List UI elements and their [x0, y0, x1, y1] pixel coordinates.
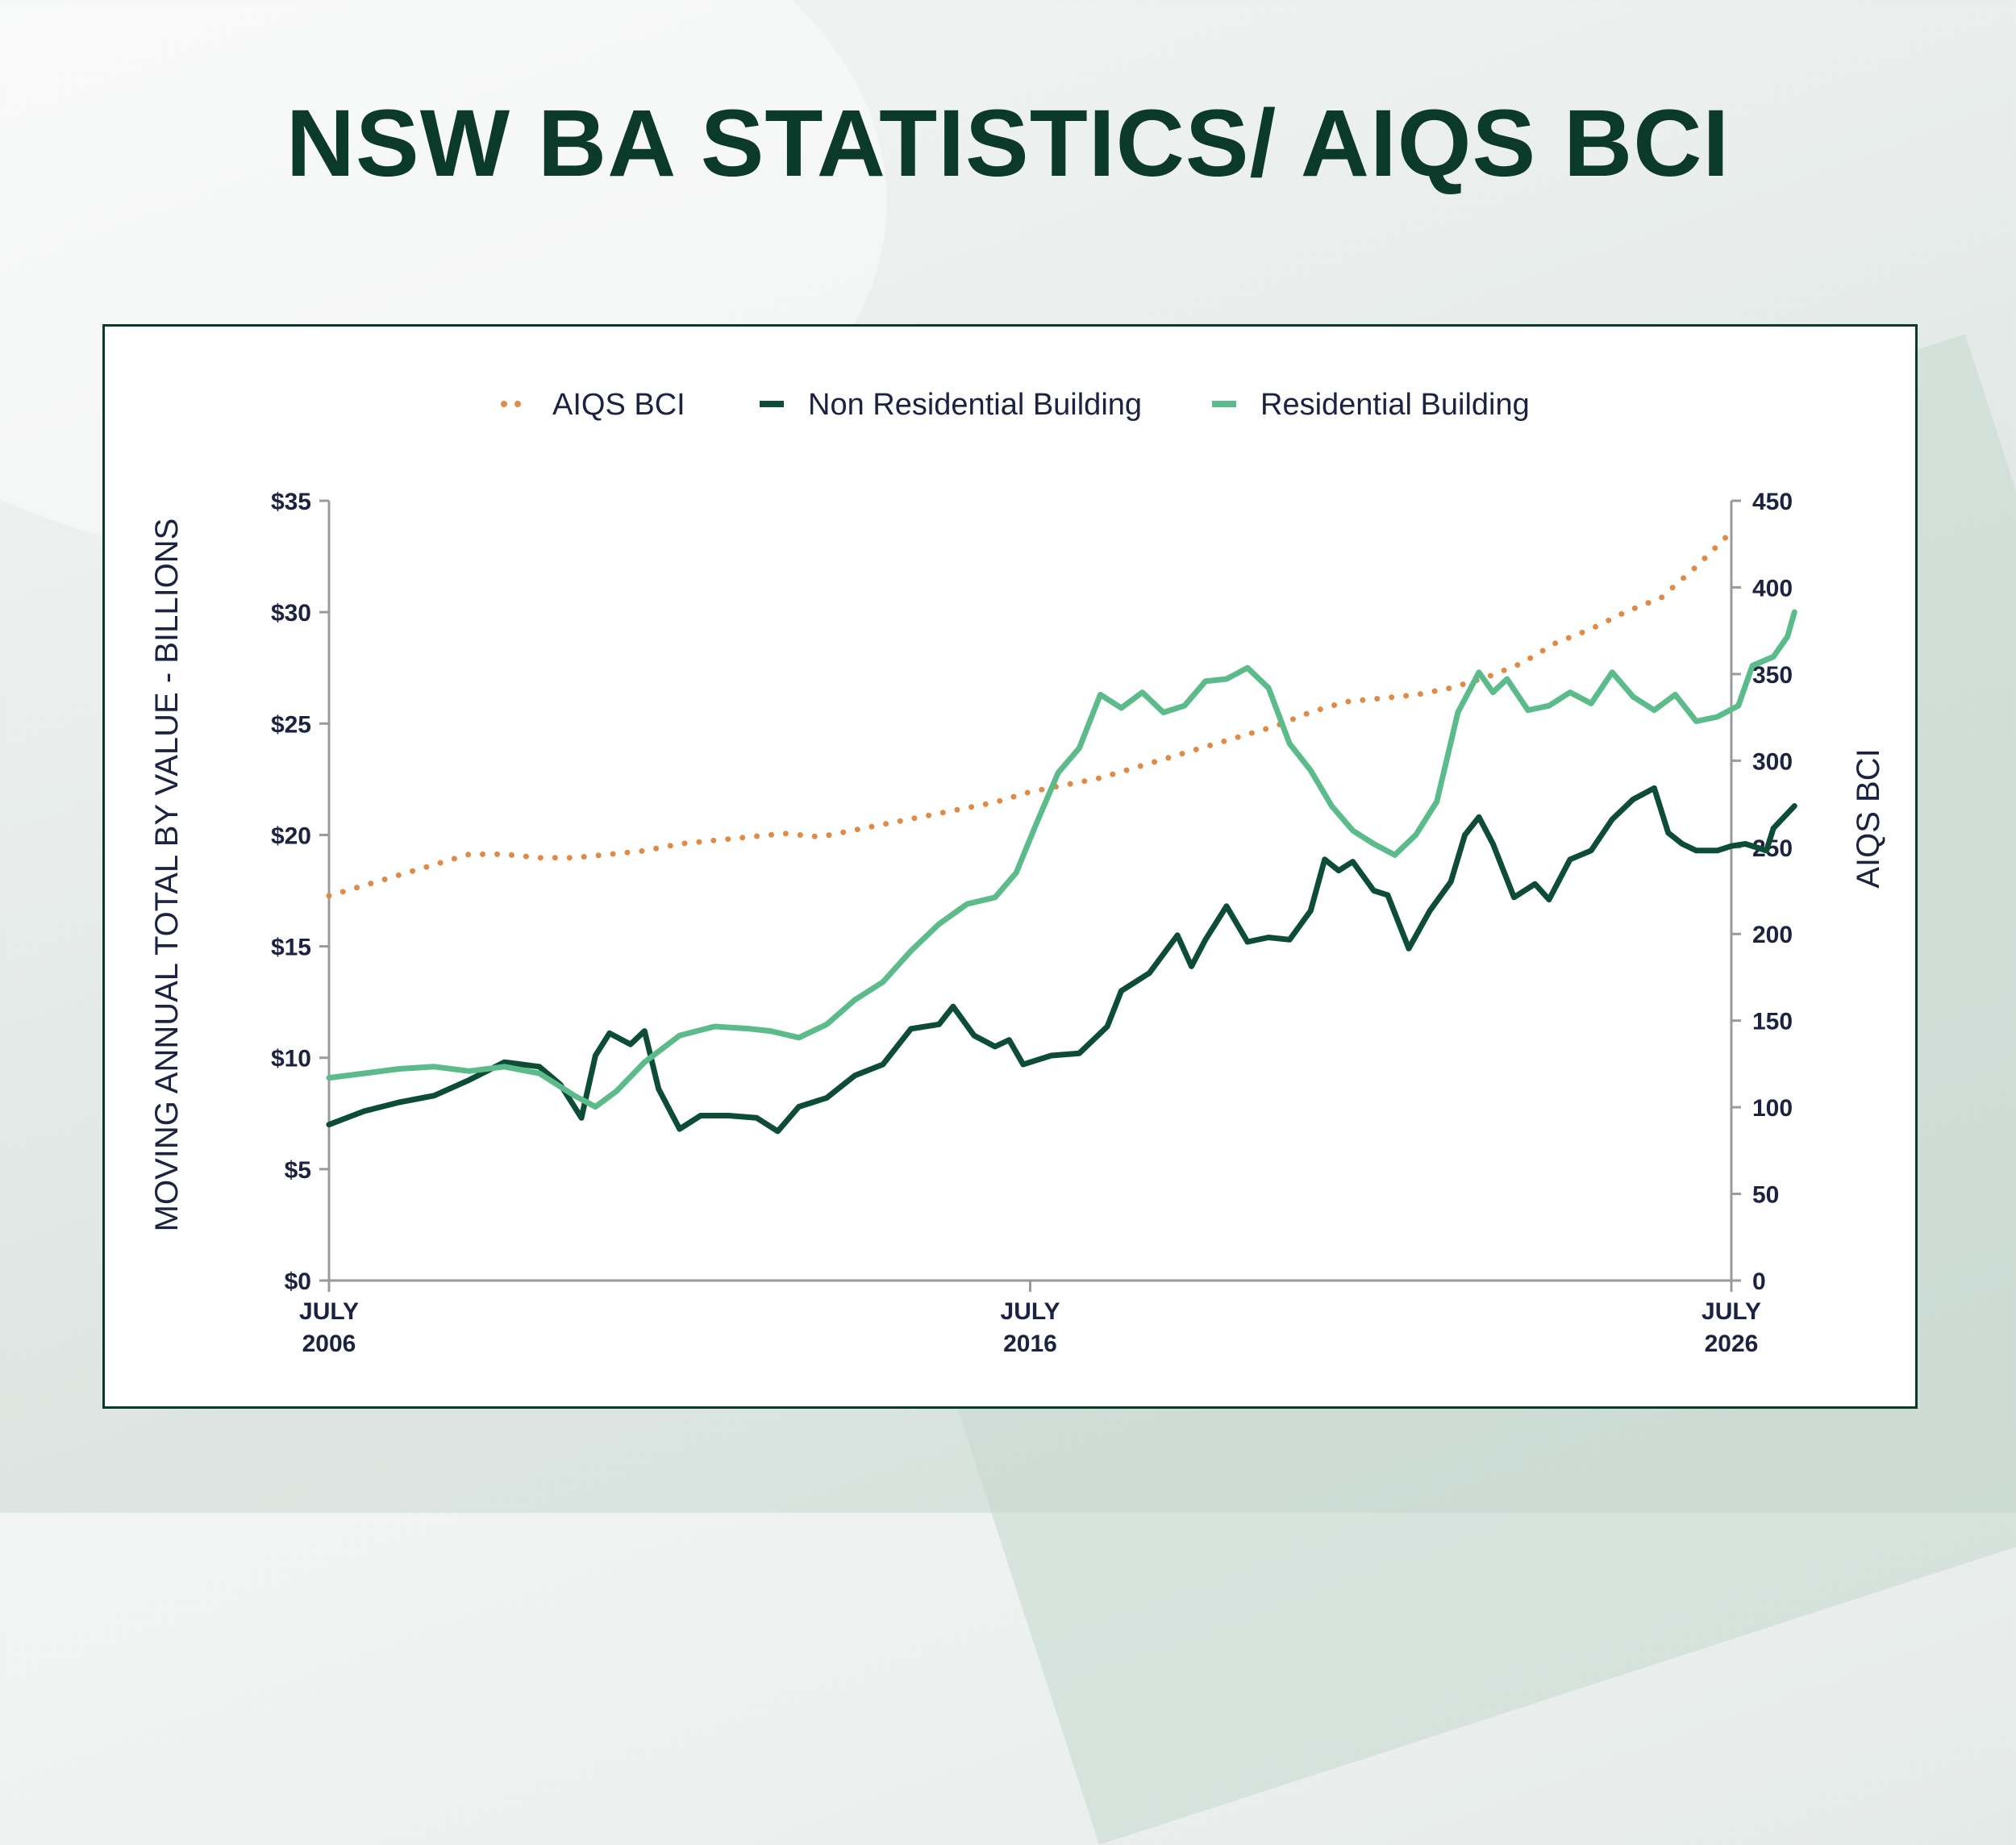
- y-tick-label: $0: [285, 1268, 311, 1295]
- y2-tick-label: 200: [1752, 922, 1793, 948]
- y2-axis-title: AIQS BCI: [1851, 748, 1886, 888]
- chart-panel: AIQS BCI Non Residential Building Resident…: [102, 324, 1918, 1409]
- x-tick-label-year: 2016: [1003, 1331, 1057, 1357]
- y-tick-label: $10: [271, 1046, 311, 1072]
- page-title: NSW BA STATISTICS/ AIQS BCI: [285, 90, 1731, 197]
- y-tick-label: $15: [271, 935, 311, 961]
- y2-tick-label: 150: [1752, 1009, 1793, 1035]
- y2-tick-label: 350: [1752, 662, 1793, 689]
- legend-label-aiqs-bci: AIQS BCI: [552, 388, 685, 422]
- chart-series: [326, 529, 1797, 1135]
- chart-svg: AIQS BCI Non Residential Building Resident…: [149, 388, 1886, 1357]
- y2-tick-label: 0: [1752, 1268, 1766, 1295]
- y-tick-label: $25: [271, 711, 311, 738]
- y-tick-label: $5: [285, 1157, 311, 1184]
- y2-tick-label: 400: [1752, 575, 1793, 602]
- series-line-residential-building: [326, 609, 1797, 1110]
- chart-axes: $0$5$10$15$20$25$30$35050100150200250300…: [271, 489, 1793, 1357]
- y2-tick-label: 450: [1752, 489, 1793, 515]
- series-line-aiqs-bci: [326, 529, 1735, 899]
- y2-tick-label: 50: [1752, 1182, 1779, 1209]
- y2-tick-label: 300: [1752, 748, 1793, 775]
- y-tick-label: $35: [271, 489, 311, 515]
- series-line-non-residential-building: [326, 785, 1797, 1135]
- x-tick-label-month: JULY: [1001, 1298, 1060, 1325]
- x-tick-label-year: 2006: [302, 1331, 356, 1357]
- x-tick-label-month: JULY: [1702, 1298, 1761, 1325]
- legend-label-residential-building: Residential Building: [1260, 388, 1530, 422]
- y-tick-label: $20: [271, 823, 311, 849]
- legend-label-non-residential-building: Non Residential Building: [808, 388, 1142, 422]
- x-tick-label-year: 2026: [1705, 1331, 1759, 1357]
- y2-tick-label: 100: [1752, 1095, 1793, 1122]
- x-tick-label-month: JULY: [299, 1298, 359, 1325]
- y-axis-title: MOVING ANNUAL TOTAL BY VALUE - BILLIONS: [149, 519, 185, 1232]
- chart-legend: AIQS BCI Non Residential Building Resident…: [501, 388, 1530, 422]
- y-tick-label: $30: [271, 600, 311, 627]
